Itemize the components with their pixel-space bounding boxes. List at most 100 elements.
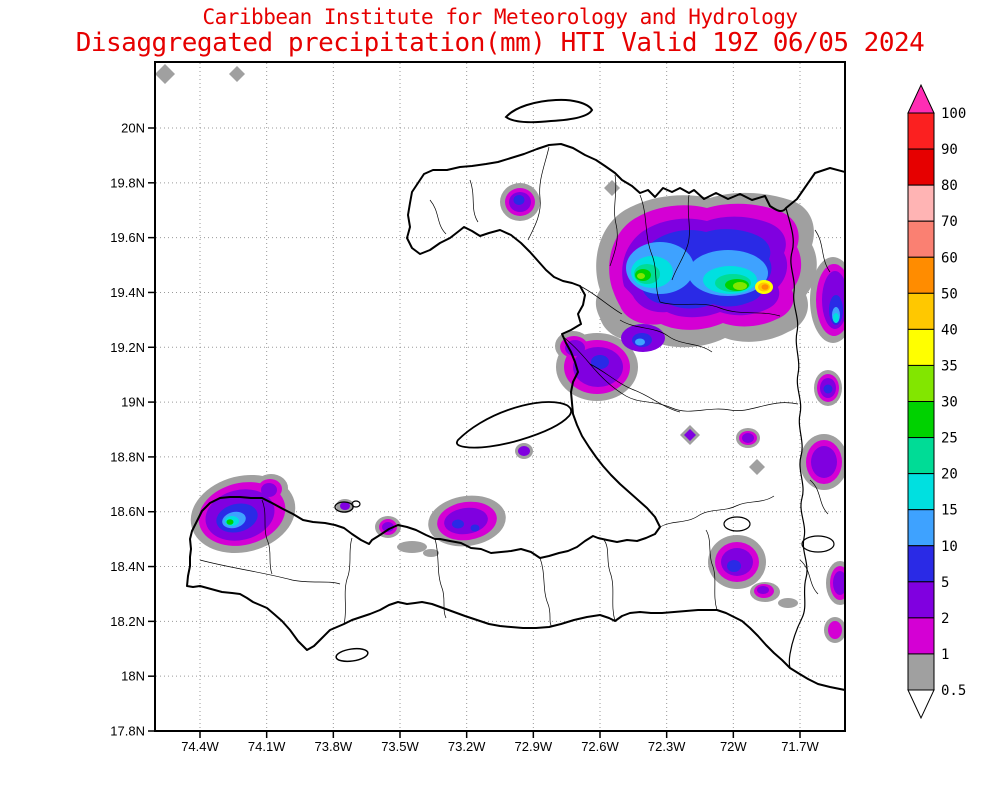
colorbar-segment — [907, 112, 935, 150]
interior-rivers-boundaries-shape — [619, 319, 713, 353]
colorbar-segment — [907, 328, 935, 366]
colorbar-tick-label: 80 — [941, 178, 958, 194]
colorbar-tick-label: 100 — [941, 106, 966, 122]
colorbar-segment — [907, 148, 935, 186]
interior-rivers-boundaries-shape — [343, 537, 353, 625]
interior-rivers-boundaries-shape — [527, 146, 550, 241]
precipitation-layer — [156, 64, 844, 643]
precip-level-10-shape — [635, 338, 645, 346]
lat-tick-label: 19.6N — [110, 230, 145, 245]
lat-tick-label: 17.8N — [110, 724, 145, 739]
precip-level-2-shape — [261, 483, 277, 497]
colorbar-below-min-arrow — [907, 689, 935, 720]
lon-tick-label: 73.2W — [448, 739, 486, 754]
colorbar-segment — [907, 364, 935, 402]
colorbar-tick-label: 5 — [941, 575, 949, 591]
axis-labels: 20N 19.8N 19.6N 19.4N 19.2N 19N 18.8N 18.6N 18.4… — [110, 121, 819, 755]
colorbar-tick-label: 10 — [941, 539, 958, 555]
map-title: Disaggregated precipitation(mm) HTI Vali… — [75, 28, 925, 58]
colorbar-segment — [907, 653, 935, 691]
colorbar-segment — [907, 509, 935, 547]
lon-tick-label: 72.9W — [515, 739, 553, 754]
precip-level-30 — [637, 273, 747, 290]
lat-tick-label: 18.8N — [110, 449, 145, 464]
interior-rivers-boundaries-shape — [199, 559, 341, 585]
precip-level-15-shape — [833, 313, 839, 323]
precip-level-0p5-shape — [778, 598, 798, 608]
precip-level-0p5-shape — [156, 64, 175, 84]
precip-level-5-shape — [591, 355, 609, 369]
colorbar-segment — [907, 545, 935, 583]
precip-level-0p5-shape — [604, 180, 620, 196]
precip-level-0p5-shape — [229, 66, 245, 82]
colorbar-segment — [907, 473, 935, 511]
precip-level-2-shape — [833, 571, 844, 595]
interior-rivers-boundaries-shape — [735, 495, 775, 507]
colorbar-tick-label: 60 — [941, 250, 958, 266]
precip-level-1-shape — [828, 621, 842, 639]
precip-level-2-shape — [518, 446, 530, 456]
precip-level-2-shape — [684, 429, 696, 441]
colorbar-segment — [907, 256, 935, 294]
lon-tick-label: 71.7W — [781, 739, 819, 754]
interior-rivers-boundaries-shape — [261, 499, 273, 575]
lake-azuei — [723, 516, 751, 532]
colorbar-segment — [907, 184, 935, 222]
lake-enriquillo — [801, 535, 835, 553]
lon-tick-label: 74.1W — [248, 739, 286, 754]
lat-tick-label: 18.6N — [110, 504, 145, 519]
colorbar-tick-label: 25 — [941, 431, 958, 447]
interior-rivers-boundaries-shape — [609, 174, 618, 267]
precip-level-2-shape — [757, 586, 769, 594]
precip-level-2-shape — [382, 522, 394, 532]
precip-level-5-shape — [470, 524, 480, 532]
interior-rivers-boundaries-shape — [659, 505, 737, 528]
colorbar-segment — [907, 581, 935, 619]
interior-rivers-boundaries-shape — [429, 199, 447, 235]
colorbar-segment — [907, 220, 935, 258]
colorbar-above-max-arrow — [907, 83, 935, 114]
colorbar-tick-label: 70 — [941, 214, 958, 230]
interior-rivers-boundaries-shape — [589, 363, 681, 413]
interior-rivers-boundaries-shape — [434, 538, 447, 619]
colorbar-segment — [907, 617, 935, 655]
grid-layer — [156, 63, 844, 730]
lat-tick-label: 19N — [121, 395, 145, 410]
colorbar-segment — [907, 292, 935, 330]
precip-level-50 — [761, 284, 769, 290]
colorbar-tick-label: 40 — [941, 322, 958, 338]
gonave-island — [455, 401, 573, 449]
interior-rivers-boundaries-shape — [809, 479, 829, 515]
interior-rivers-boundaries-shape — [469, 179, 479, 223]
coastline-layer — [186, 98, 844, 691]
precip-level-0p5-shape — [423, 549, 439, 557]
interior-rivers-boundaries-shape — [671, 194, 690, 281]
precip-level-50-shape — [761, 284, 769, 290]
precip-level-5 — [216, 195, 843, 572]
precip-level-5-shape — [513, 195, 525, 205]
ile-a-vache-island — [335, 647, 369, 663]
interior-rivers-boundaries-shape — [799, 559, 819, 595]
cayemites-islet — [351, 500, 361, 508]
colorbar: 100 90 80 70 60 50 40 35 30 25 20 15 10 5 2 1 0.5 — [907, 83, 966, 720]
institute-title: Caribbean Institute for Meteorology and … — [202, 5, 798, 29]
interior-rivers-boundaries-shape — [603, 539, 616, 622]
lon-tick-label: 73.8W — [315, 739, 353, 754]
colorbar-tick-label: 20 — [941, 467, 958, 483]
colorbar-tick-label: 0.5 — [941, 683, 966, 699]
interior-rivers-boundaries-shape — [814, 229, 831, 273]
interior-rivers-boundaries-shape — [539, 557, 553, 628]
colorbar-segment — [907, 437, 935, 475]
precip-level-5-shape — [727, 560, 741, 572]
lat-tick-label: 18.4N — [110, 559, 145, 574]
colorbar-tick-label: 2 — [941, 611, 949, 627]
lat-tick-label: 20N — [121, 121, 145, 136]
plot-axes: 20N 19.8N 19.6N 19.4N 19.2N 19N 18.8N 18.6N 18.4… — [110, 61, 846, 755]
plot-frame — [154, 61, 846, 732]
cayemites-island — [334, 501, 354, 513]
colorbar-tick-label: 1 — [941, 647, 949, 663]
tortuga-island — [504, 98, 594, 124]
precip-level-30-shape — [637, 273, 645, 279]
lon-tick-label: 72.6W — [581, 739, 619, 754]
